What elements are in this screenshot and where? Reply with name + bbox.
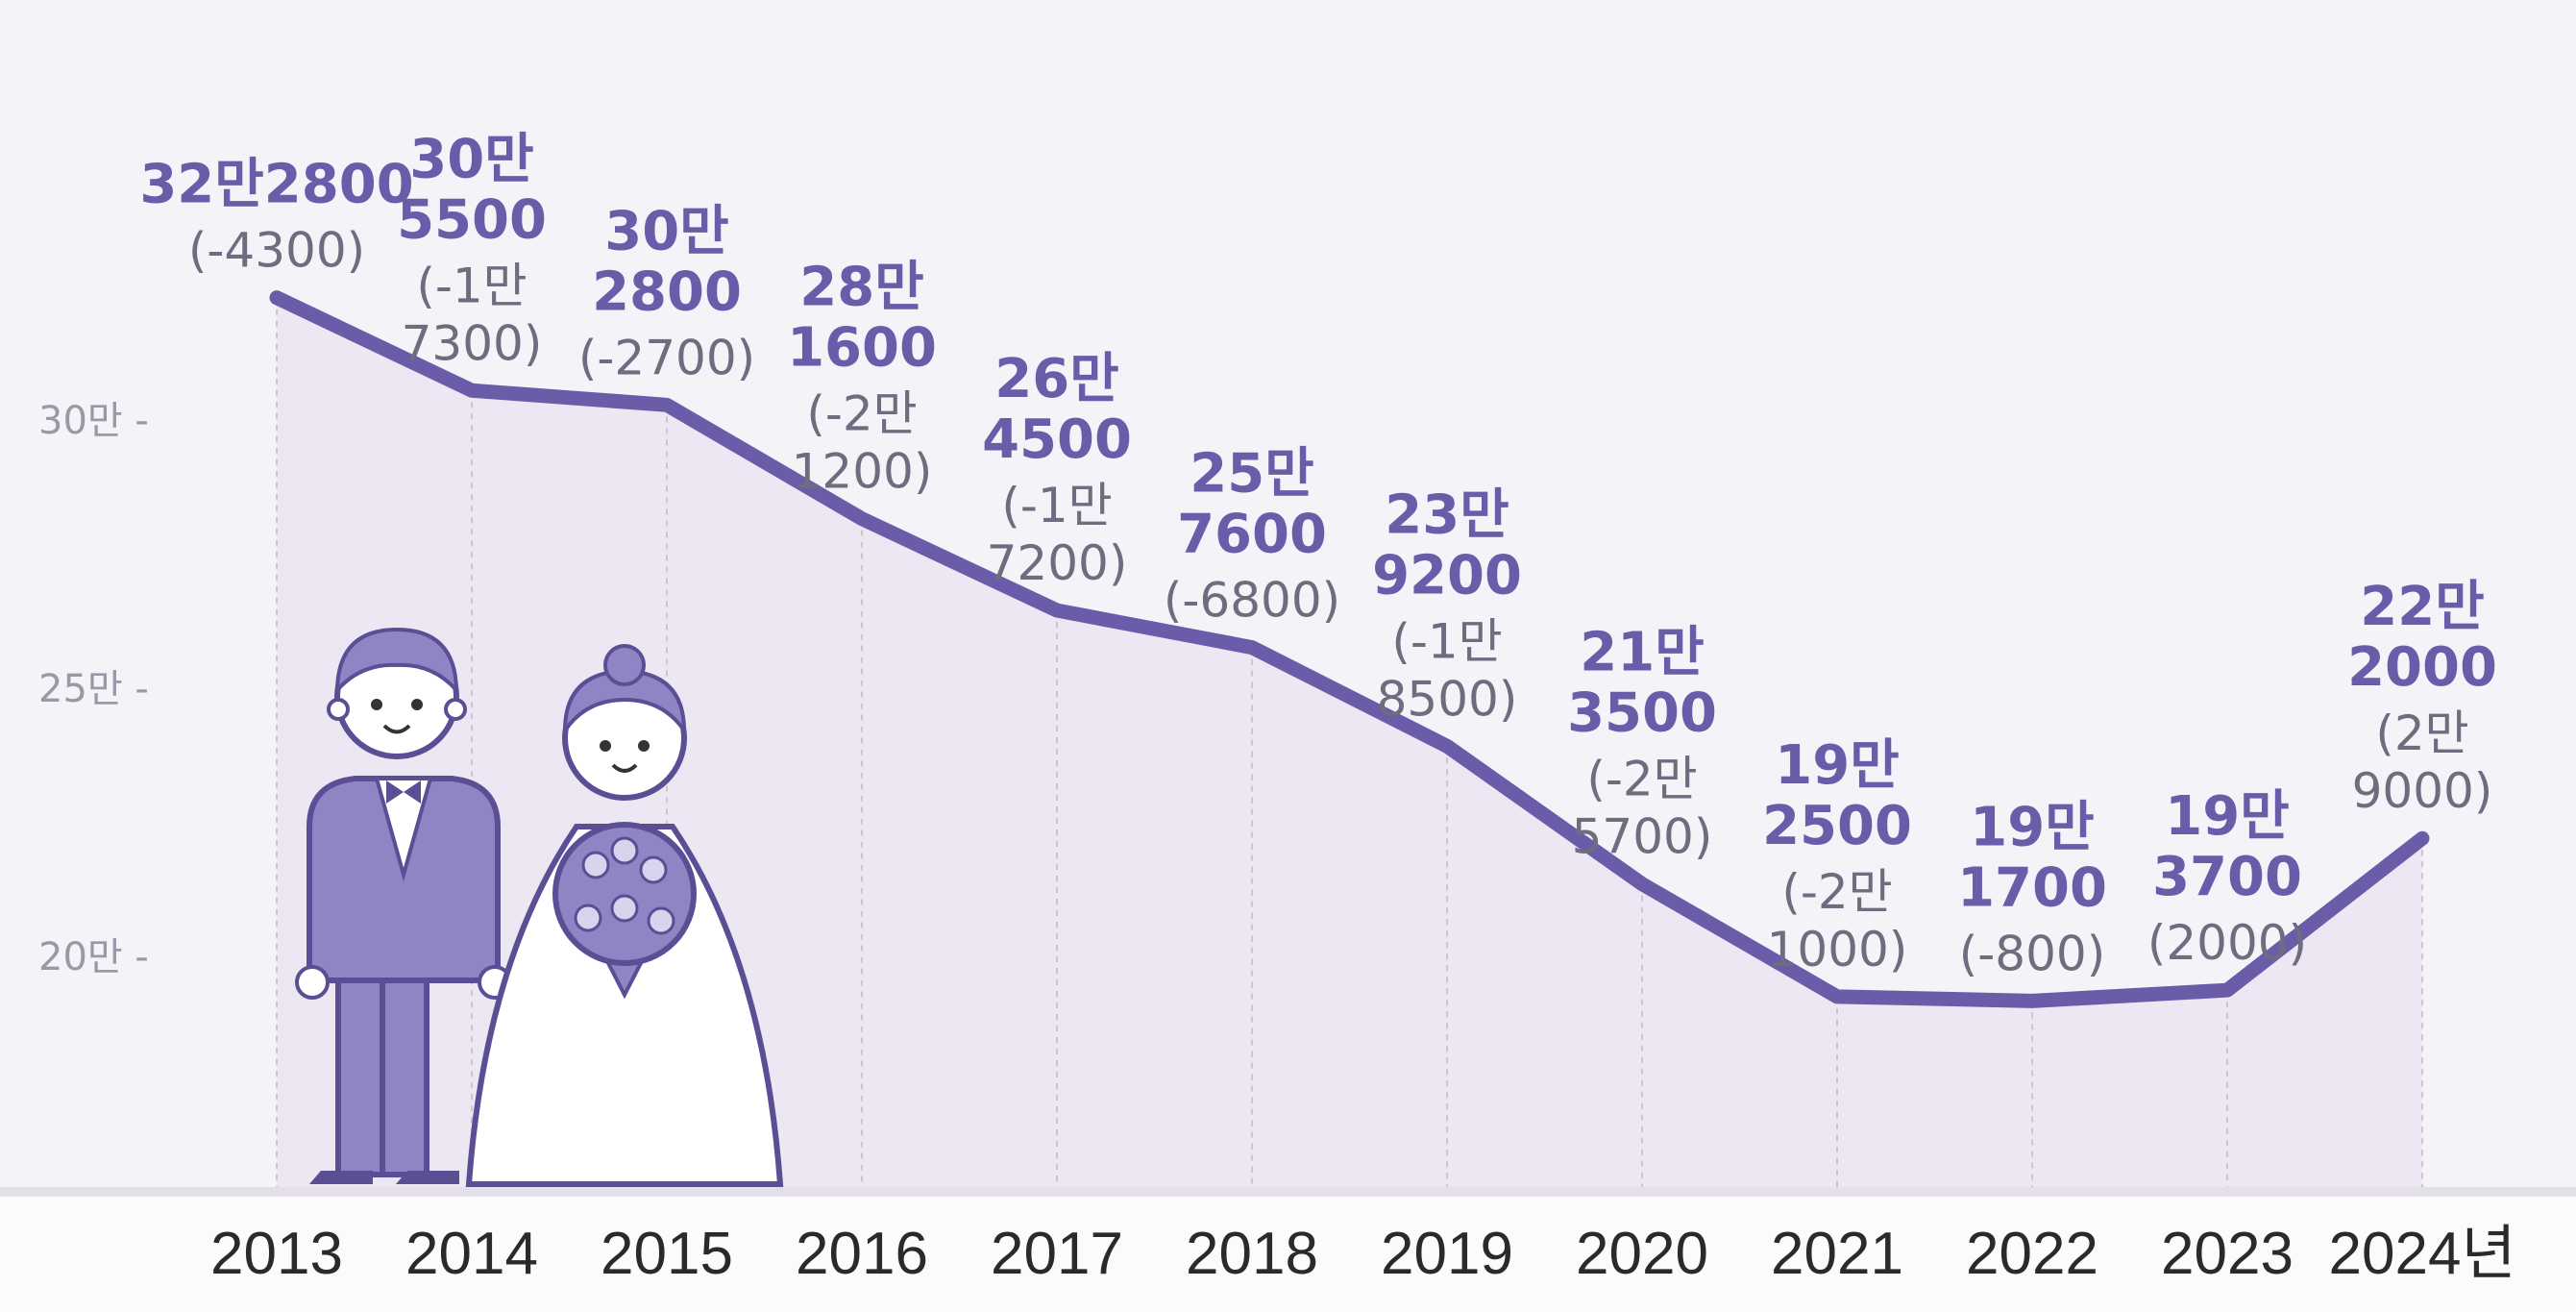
drop-lines-layer	[276, 297, 2423, 1187]
bouquet-flower	[647, 906, 675, 935]
value-label: 3700	[2152, 846, 2302, 908]
change-label: 1200)	[792, 444, 933, 500]
groom-right-leg	[380, 968, 429, 1177]
change-label: 5700)	[1572, 809, 1713, 865]
change-label: (-1만	[1391, 613, 1502, 669]
value-label: 32만2800	[139, 154, 413, 216]
value-label: 2500	[1762, 795, 1912, 857]
value-label: 22만	[2360, 576, 2484, 638]
data-labels-layer: (-4300)32만28007300)(-1만550030만(-2700)280…	[139, 128, 2497, 981]
y-tick-label: 30만 -	[38, 399, 149, 443]
bride-right-eye	[638, 740, 650, 752]
value-label: 28만	[799, 257, 923, 319]
x-tick-label: 2022	[1966, 1221, 2098, 1287]
value-label: 9200	[1372, 544, 1522, 606]
change-label: (2만	[2375, 706, 2468, 761]
x-tick-label: 2017	[991, 1221, 1123, 1287]
bride-hair	[562, 668, 687, 737]
change-label: (-2만	[1586, 752, 1697, 807]
groom-smile	[382, 724, 411, 734]
bride-figure	[465, 644, 784, 1187]
x-tick-label: 2023	[2161, 1221, 2294, 1287]
bride-smile	[611, 763, 638, 773]
value-label: 4500	[982, 408, 1132, 471]
value-label: 1600	[787, 317, 937, 380]
groom-left-shoe	[309, 1171, 373, 1184]
x-tick-label: 2018	[1186, 1221, 1318, 1287]
groom-right-shoe	[396, 1171, 459, 1184]
groom-ear	[444, 698, 467, 721]
change-label: (-6800)	[1164, 573, 1340, 629]
groom-bowtie	[386, 780, 421, 804]
value-label: 30만	[409, 128, 533, 190]
bouquet-flower	[574, 904, 602, 932]
x-tick-label: 2019	[1381, 1221, 1513, 1287]
x-axis-band	[0, 1197, 2576, 1312]
bouquet-flower	[639, 855, 668, 884]
value-label: 25만	[1190, 443, 1313, 506]
value-label: 2000	[2347, 636, 2497, 699]
bouquet-flower	[610, 894, 639, 923]
value-label: 2800	[592, 260, 742, 323]
groom-ear	[327, 698, 350, 721]
x-tick-label: 2013	[210, 1221, 343, 1287]
x-tick-label: 2024년	[2329, 1221, 2516, 1287]
groom-left-hand	[295, 965, 330, 1000]
groom-left-eye	[371, 699, 382, 710]
change-label: 9000)	[2352, 763, 2493, 819]
change-label: 7200)	[987, 535, 1128, 591]
series-line	[269, 290, 2430, 1008]
axis-layer: 30만 - 25만 - 20만 - 2013 2014 2015 2016 2017 2018 2…	[0, 399, 2576, 1312]
bride-left-eye	[600, 740, 611, 752]
bride-hair-bun	[603, 644, 646, 686]
change-label: (-2만	[806, 386, 917, 442]
x-tick-label: 2014	[405, 1221, 538, 1287]
bride-dress	[465, 824, 784, 1187]
area-fill-layer	[277, 297, 2422, 1187]
value-label: 19만	[1970, 796, 2094, 858]
x-tick-label: 2020	[1576, 1221, 1708, 1287]
x-axis-baseline	[0, 1187, 2576, 1197]
value-label: 30만	[604, 200, 728, 262]
change-label: (-1만	[1001, 478, 1112, 533]
value-label: 19만	[1775, 734, 1899, 797]
value-label: 3500	[1567, 682, 1717, 745]
change-label: (-2700)	[578, 330, 755, 385]
value-label: 1700	[1957, 856, 2107, 919]
series-line-layer	[269, 290, 2430, 1008]
value-label: 21만	[1580, 622, 1704, 684]
y-tick-label: 25만 -	[38, 667, 149, 711]
value-label: 23만	[1385, 483, 1509, 546]
bride-and-groom-icon	[295, 627, 784, 1187]
groom-right-eye	[411, 699, 423, 710]
x-tick-label: 2016	[796, 1221, 928, 1287]
x-tick-label: 2021	[1771, 1221, 1903, 1287]
bouquet-flower	[610, 836, 639, 865]
change-label: (-1만	[416, 258, 527, 313]
groom-shirt	[374, 777, 433, 882]
change-label: 7300)	[402, 315, 543, 371]
bouquet-flower	[581, 851, 610, 879]
change-label: (2000)	[2147, 915, 2307, 971]
change-label: (-4300)	[188, 223, 365, 279]
change-label: 1000)	[1767, 922, 1908, 978]
value-label: 19만	[2165, 785, 2289, 848]
value-label: 5500	[397, 188, 547, 251]
change-label: (-800)	[1959, 926, 2106, 981]
y-tick-label: 20만 -	[38, 935, 149, 979]
groom-left-leg	[335, 968, 385, 1177]
value-label: 7600	[1177, 504, 1327, 566]
groom-hair	[334, 627, 459, 696]
x-tick-label: 2015	[601, 1221, 733, 1287]
groom-figure	[295, 627, 512, 1184]
change-label: 8500)	[1377, 671, 1518, 727]
change-label: (-2만	[1781, 864, 1892, 920]
value-label: 26만	[994, 348, 1118, 410]
area-under-line	[277, 297, 2422, 1187]
